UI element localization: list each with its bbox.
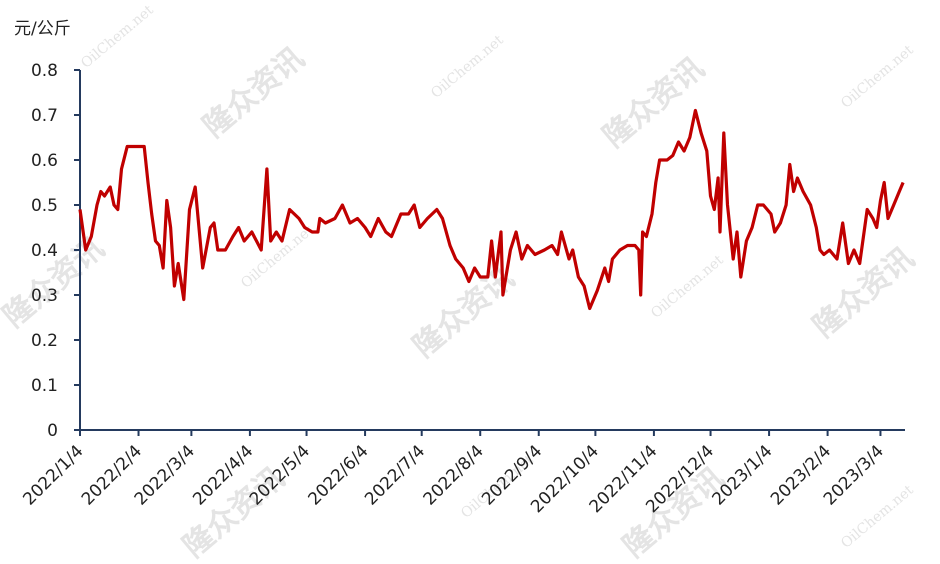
- y-tick-label: 0.7: [31, 106, 58, 126]
- x-tick-label: 2022/7/4: [361, 441, 429, 509]
- x-tick-label: 2022/6/4: [304, 441, 372, 509]
- y-tick-label: 0.4: [31, 241, 58, 261]
- y-tick-label: 0.6: [31, 151, 58, 171]
- watermark: OilChem.net: [838, 42, 917, 112]
- y-axis-label: 元/公斤: [14, 19, 71, 39]
- y-tick-label: 0.5: [31, 196, 58, 216]
- watermark: 隆众资讯: [807, 241, 921, 345]
- y-tick-label: 0.1: [31, 376, 58, 396]
- y-tick-label: 0.3: [31, 286, 58, 306]
- watermark: OilChem.net: [78, 2, 157, 72]
- watermark: OilChem.net: [648, 252, 727, 322]
- x-tick-label: 2022/1/4: [19, 441, 87, 509]
- line-series: [78, 108, 905, 311]
- watermark: 隆众资讯: [597, 51, 711, 155]
- y-tick-label: 0.8: [31, 61, 58, 81]
- y-tick-label: 0.2: [31, 331, 58, 351]
- watermark: 隆众资讯: [407, 261, 521, 365]
- watermark: 隆众资讯: [197, 41, 311, 145]
- watermark: OilChem.net: [428, 32, 507, 102]
- y-tick-label: 0: [47, 421, 58, 441]
